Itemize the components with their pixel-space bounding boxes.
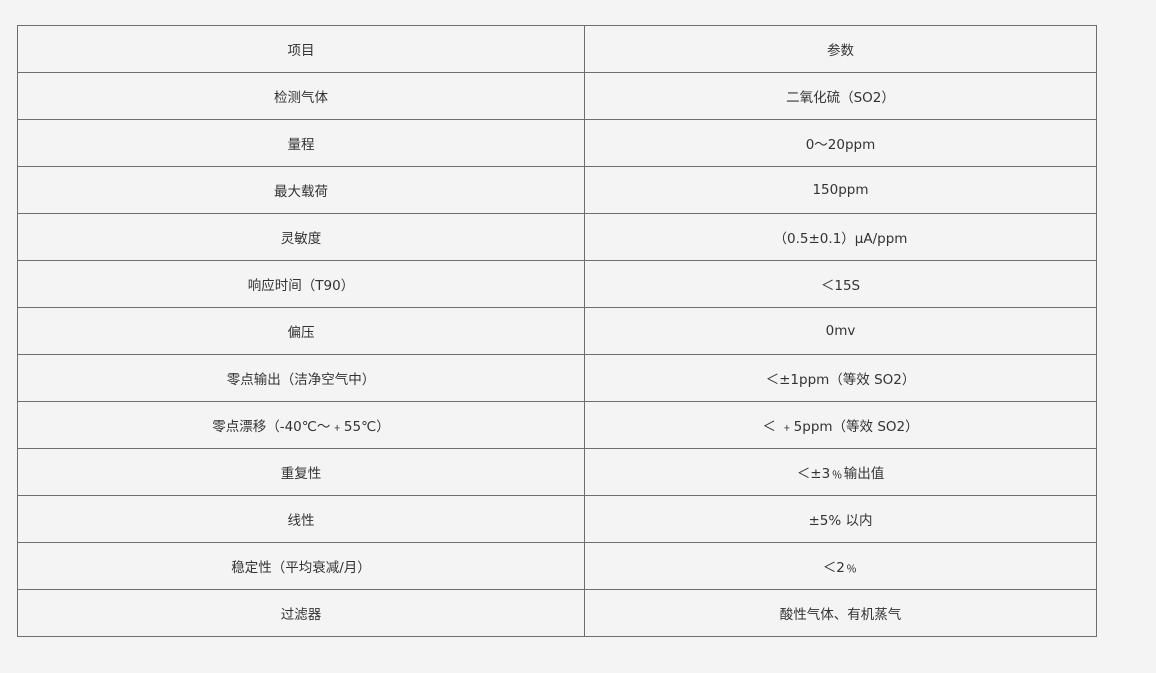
header-item: 项目 bbox=[17, 25, 585, 73]
table-row: 响应时间（T90） ＜15S bbox=[17, 260, 1097, 308]
header-param: 参数 bbox=[584, 25, 1097, 73]
table-row: 偏压 0mv bbox=[17, 307, 1097, 355]
item-cell: 检测气体 bbox=[17, 72, 585, 120]
param-cell: 0mv bbox=[584, 307, 1097, 355]
item-cell: 稳定性（平均衰减/月） bbox=[17, 542, 585, 590]
item-cell: 灵敏度 bbox=[17, 213, 585, 261]
item-cell: 线性 bbox=[17, 495, 585, 543]
param-cell: ＜±3﹪输出值 bbox=[584, 448, 1097, 496]
param-cell: ±5% 以内 bbox=[584, 495, 1097, 543]
table-row: 检测气体 二氧化硫（SO2） bbox=[17, 72, 1097, 120]
table-row: 零点漂移（-40℃～﹢55℃）＜ ﹢5ppm（等效 SO2） bbox=[17, 401, 1097, 449]
table-row: 灵敏度 （0.5±0.1）μA/ppm bbox=[17, 213, 1097, 261]
table-row: 稳定性（平均衰减/月） ＜2﹪ bbox=[17, 542, 1097, 590]
table-row: 零点输出（洁净空气中） ＜±1ppm（等效 SO2） bbox=[17, 354, 1097, 402]
table-row: 量程 0～20ppm bbox=[17, 119, 1097, 167]
table-row: 过滤器 酸性气体、有机蒸气 bbox=[17, 589, 1097, 637]
item-cell: 重复性 bbox=[17, 448, 585, 496]
param-cell: ＜2﹪ bbox=[584, 542, 1097, 590]
item-cell: 偏压 bbox=[17, 307, 585, 355]
item-cell: 零点漂移（-40℃～﹢55℃） bbox=[17, 401, 585, 449]
param-cell: ＜15S bbox=[584, 260, 1097, 308]
param-cell: ＜ ﹢5ppm（等效 SO2） bbox=[584, 401, 1097, 449]
item-cell: 最大载荷 bbox=[17, 166, 585, 214]
item-cell: 量程 bbox=[17, 119, 585, 167]
table-row: 重复性 ＜±3﹪输出值 bbox=[17, 448, 1097, 496]
param-cell: 二氧化硫（SO2） bbox=[584, 72, 1097, 120]
param-cell: ＜±1ppm（等效 SO2） bbox=[584, 354, 1097, 402]
table-header-row: 项目 参数 bbox=[17, 25, 1097, 73]
table-row: 最大载荷 150ppm bbox=[17, 166, 1097, 214]
param-cell: 150ppm bbox=[584, 166, 1097, 214]
param-cell: 酸性气体、有机蒸气 bbox=[584, 589, 1097, 637]
item-cell: 过滤器 bbox=[17, 589, 585, 637]
item-cell: 零点输出（洁净空气中） bbox=[17, 354, 585, 402]
item-cell: 响应时间（T90） bbox=[17, 260, 585, 308]
param-cell: 0～20ppm bbox=[584, 119, 1097, 167]
spec-table: 项目 参数 检测气体 二氧化硫（SO2） 量程 0～20ppm 最大载荷 150ppm 灵敏… bbox=[17, 25, 1097, 637]
table-row: 线性 ±5% 以内 bbox=[17, 495, 1097, 543]
param-cell: （0.5±0.1）μA/ppm bbox=[584, 213, 1097, 261]
